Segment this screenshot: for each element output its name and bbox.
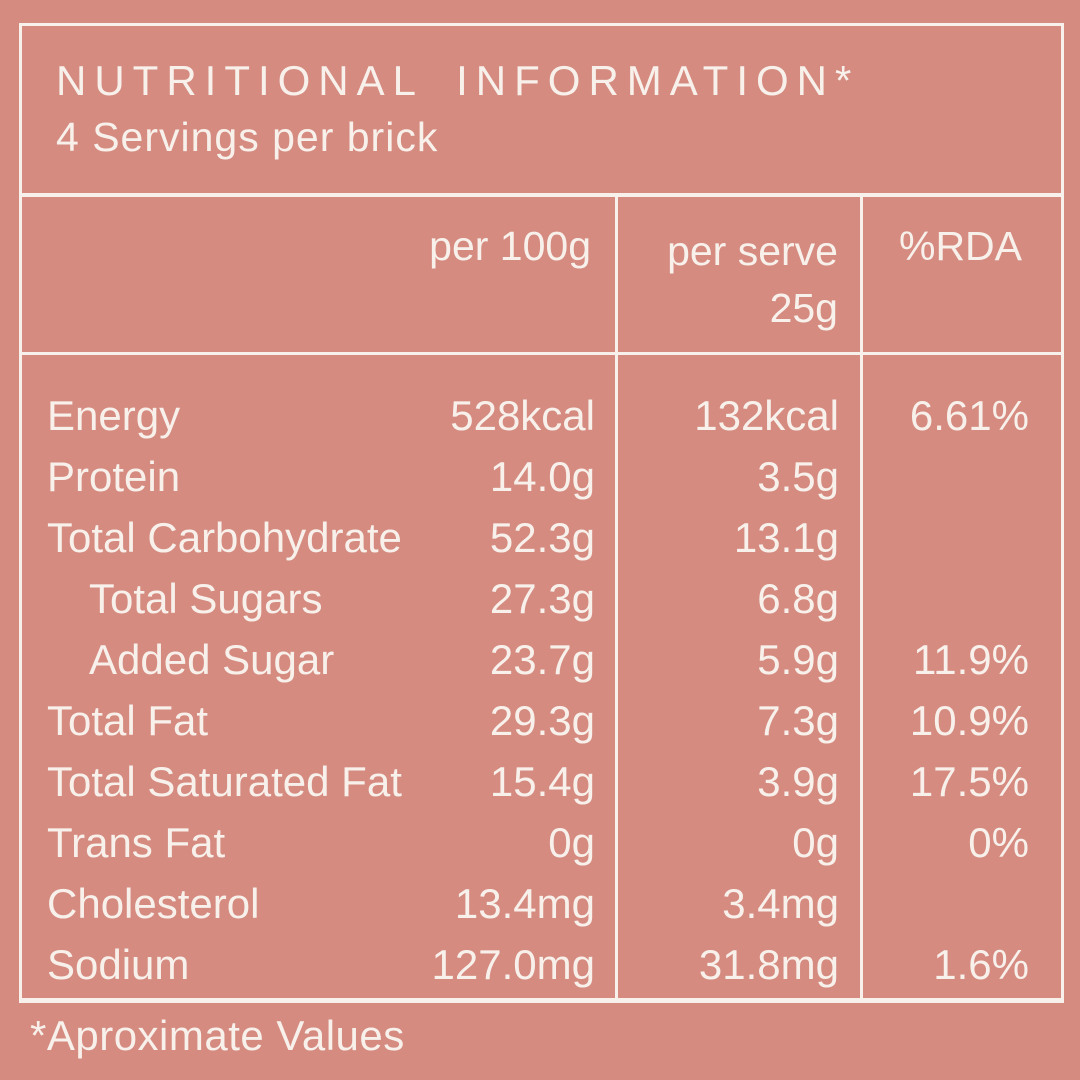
row-rda-value: 17.5% xyxy=(909,757,1029,805)
row-label: Protein xyxy=(47,452,181,500)
row-label: Cholesterol xyxy=(47,879,260,927)
row-per-100g-value: 23.7g xyxy=(489,635,595,683)
row-per-100g-value: 27.3g xyxy=(489,574,595,622)
title-section: NUTRITIONAL INFORMATION* 4 Servings per … xyxy=(22,26,1061,197)
nutrient-cell: Energy 528kcal xyxy=(22,392,615,440)
table-row: Total Saturated Fat 15.4g 3.9g 17.5% xyxy=(22,751,1061,812)
nutrition-table: NUTRITIONAL INFORMATION* 4 Servings per … xyxy=(19,23,1064,1003)
row-label: Energy xyxy=(47,391,181,439)
column-header-rda: %RDA xyxy=(898,223,1023,269)
nutrient-cell: Cholesterol 13.4mg xyxy=(22,880,615,928)
column-divider-1 xyxy=(615,197,618,998)
row-per-100g-value: 52.3g xyxy=(489,513,595,561)
table-row: Sodium 127.0mg 31.8mg 1.6% xyxy=(22,934,1061,995)
row-label: Total Saturated Fat xyxy=(47,757,402,805)
servings-per-brick-text: 4 Servings per brick xyxy=(56,114,439,161)
nutrient-cell: Added Sugar 23.7g xyxy=(22,636,615,684)
table-title: NUTRITIONAL INFORMATION* xyxy=(56,57,860,104)
row-label: Total Fat xyxy=(47,696,209,744)
row-per-serve-value: 5.9g xyxy=(757,635,839,683)
row-label: Trans Fat xyxy=(47,818,226,866)
row-rda-value: 6.61% xyxy=(909,391,1029,439)
row-per-serve-value: 31.8mg xyxy=(698,940,839,988)
row-per-serve-value: 6.8g xyxy=(757,574,839,622)
column-header-row: per 100g per serve 25g %RDA xyxy=(22,197,1061,355)
nutrient-cell: Total Saturated Fat 15.4g xyxy=(22,758,615,806)
table-row: Trans Fat 0g 0g 0% xyxy=(22,812,1061,873)
row-rda-value: 0% xyxy=(968,818,1029,866)
row-label: Total Sugars xyxy=(89,574,323,622)
row-label: Sodium xyxy=(47,940,190,988)
row-per-100g-value: 15.4g xyxy=(489,757,595,805)
row-per-serve-value: 3.5g xyxy=(757,452,839,500)
row-per-100g-value: 29.3g xyxy=(489,696,595,744)
table-row: Total Sugars 27.3g 6.8g xyxy=(22,568,1061,629)
row-per-serve-value: 132kcal xyxy=(694,391,839,439)
row-per-100g-value: 13.4mg xyxy=(454,879,595,927)
row-rda-value: 10.9% xyxy=(909,696,1029,744)
table-row: Protein 14.0g 3.5g xyxy=(22,446,1061,507)
row-per-serve-value: 0g xyxy=(792,818,839,866)
row-per-100g-value: 14.0g xyxy=(489,452,595,500)
row-per-serve-value: 3.4mg xyxy=(722,879,839,927)
nutrient-cell: Total Fat 29.3g xyxy=(22,697,615,745)
column-header-per-serve: per serve 25g xyxy=(615,197,860,352)
row-per-100g-value: 0g xyxy=(548,818,595,866)
row-label: Added Sugar xyxy=(89,635,335,683)
row-per-serve-value: 7.3g xyxy=(757,696,839,744)
nutrient-cell: Protein 14.0g xyxy=(22,453,615,501)
table-row: Total Fat 29.3g 7.3g 10.9% xyxy=(22,690,1061,751)
nutrient-cell: Trans Fat 0g xyxy=(22,819,615,867)
row-rda-value: 11.9% xyxy=(913,635,1029,683)
approximate-values-footnote: *Aproximate Values xyxy=(30,1012,405,1059)
row-per-serve-value: 3.9g xyxy=(757,757,839,805)
per-serve-label: per serve xyxy=(667,228,838,274)
row-per-100g-value: 528kcal xyxy=(450,391,595,439)
row-rda-value: 1.6% xyxy=(933,940,1029,988)
column-divider-2 xyxy=(860,197,863,998)
row-per-100g-value: 127.0mg xyxy=(431,940,595,988)
table-row: Added Sugar 23.7g 5.9g 11.9% xyxy=(22,629,1061,690)
table-body: Energy 528kcal 132kcal 6.61% Protein 14.… xyxy=(22,355,1061,995)
row-label: Total Carbohydrate xyxy=(47,513,402,561)
nutrient-cell: Sodium 127.0mg xyxy=(22,941,615,989)
row-per-serve-value: 13.1g xyxy=(733,513,839,561)
nutrient-cell: Total Carbohydrate 52.3g xyxy=(22,514,615,562)
per-serve-amount: 25g xyxy=(769,284,838,331)
table-row: Total Carbohydrate 52.3g 13.1g xyxy=(22,507,1061,568)
table-row: Cholesterol 13.4mg 3.4mg xyxy=(22,873,1061,934)
nutrient-cell: Total Sugars 27.3g xyxy=(22,575,615,623)
table-row: Energy 528kcal 132kcal 6.61% xyxy=(22,385,1061,446)
column-header-per-100g: per 100g xyxy=(429,223,591,269)
